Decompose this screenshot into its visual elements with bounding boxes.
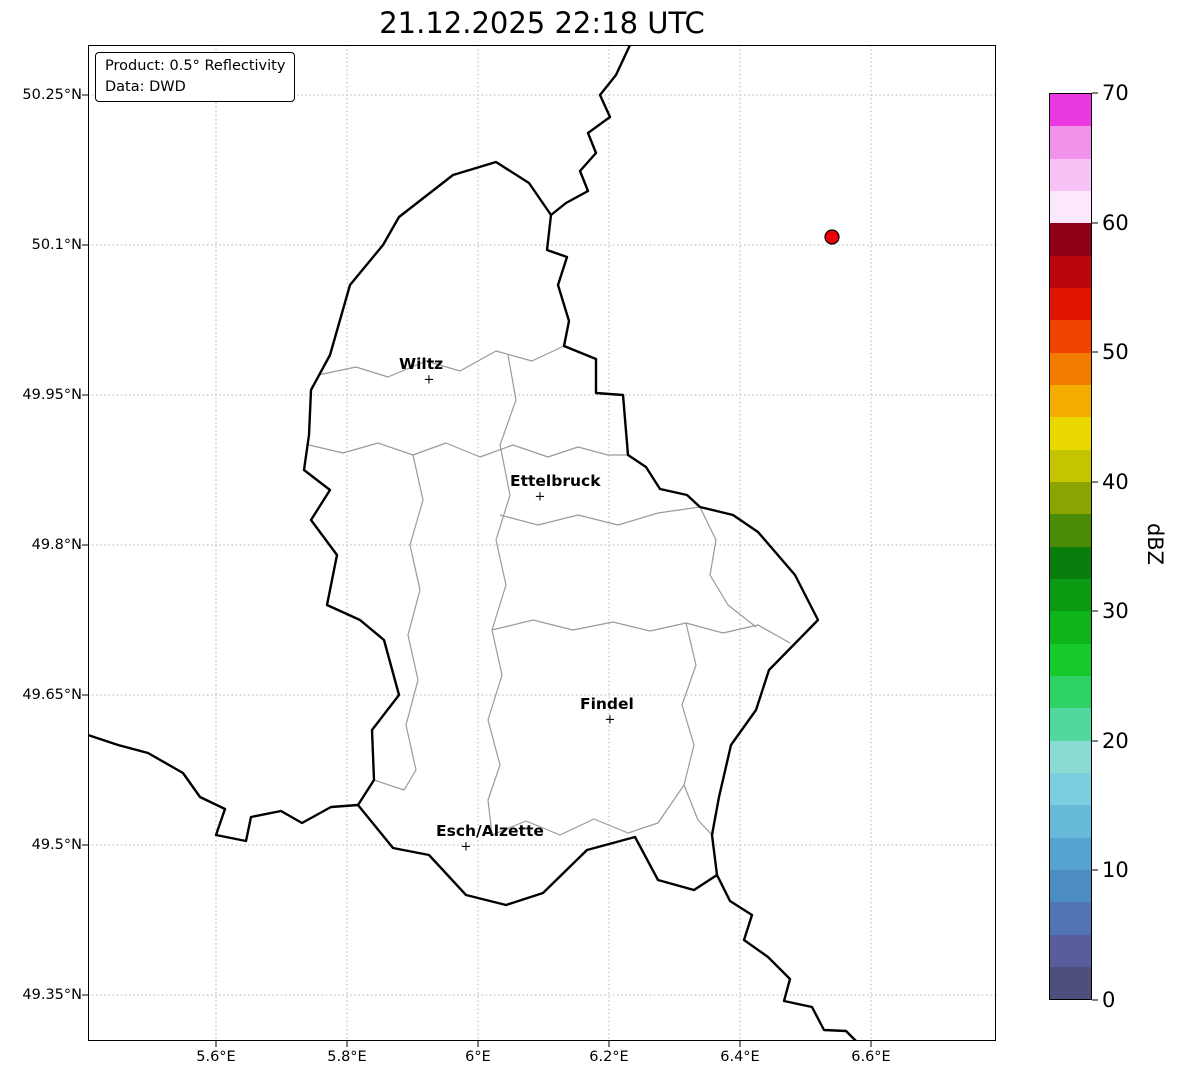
colorbar-segment bbox=[1050, 934, 1091, 967]
district-border-path bbox=[491, 784, 685, 836]
colorbar-tick-label: 30 bbox=[1102, 599, 1129, 623]
colorbar-segment bbox=[1050, 611, 1091, 644]
colorbar-segment bbox=[1050, 546, 1091, 579]
map-frame bbox=[88, 45, 996, 1041]
x-tick-label: 6.2°E bbox=[589, 1049, 629, 1065]
y-tick-label: 50.25°N bbox=[22, 87, 82, 103]
colorbar-tick-label: 10 bbox=[1102, 858, 1129, 882]
district-border-path bbox=[308, 442, 628, 458]
colorbar-swatches bbox=[1049, 93, 1092, 1000]
city-label: Wiltz bbox=[399, 355, 444, 373]
grid-lines bbox=[88, 45, 996, 1041]
y-tick-label: 49.95°N bbox=[22, 387, 82, 403]
city-marker-icon: + bbox=[460, 839, 472, 855]
figure-title: 21.12.2025 22:18 UTC bbox=[379, 6, 705, 40]
colorbar-tick-label: 60 bbox=[1102, 211, 1129, 235]
product-info-line2: Data: DWD bbox=[105, 79, 186, 96]
city-label: Ettelbruck bbox=[510, 472, 601, 490]
colorbar-segment bbox=[1050, 449, 1091, 482]
y-tick-label: 49.35°N bbox=[22, 987, 82, 1003]
y-tick-label: 49.65°N bbox=[22, 687, 82, 703]
country-borders bbox=[88, 45, 858, 1041]
colorbar-segment bbox=[1050, 352, 1091, 385]
district-border-path bbox=[491, 619, 791, 644]
colorbar-segment bbox=[1050, 417, 1091, 450]
colorbar-segment bbox=[1050, 158, 1091, 191]
district-border-path bbox=[373, 454, 424, 791]
colorbar-segment bbox=[1050, 481, 1091, 515]
district-border-path bbox=[699, 506, 757, 628]
colorbar-segment bbox=[1050, 223, 1091, 256]
x-tick-label: 6.6°E bbox=[851, 1049, 891, 1065]
colorbar-segment bbox=[1050, 126, 1091, 159]
colorbar-segment bbox=[1050, 94, 1091, 127]
x-tick-label: 5.8°E bbox=[327, 1049, 367, 1065]
colorbar-segment bbox=[1050, 287, 1091, 321]
city-marker-icon: + bbox=[534, 489, 546, 505]
radar-site-dot bbox=[824, 229, 840, 245]
city-marker-icon: + bbox=[423, 372, 435, 388]
colorbar-segment bbox=[1050, 578, 1091, 612]
x-tick-label: 5.6°E bbox=[196, 1049, 236, 1065]
axis-tick-marks bbox=[82, 94, 872, 1047]
luxembourg-border bbox=[302, 160, 820, 907]
district-border-path bbox=[317, 345, 565, 378]
colorbar-tick-label: 40 bbox=[1102, 470, 1129, 494]
colorbar-segment bbox=[1050, 320, 1091, 353]
france-belgium-border bbox=[88, 733, 360, 843]
colorbar-segment bbox=[1050, 966, 1091, 1000]
district-borders bbox=[308, 345, 791, 836]
colorbar-segment bbox=[1050, 384, 1091, 418]
city-label: Findel bbox=[580, 695, 634, 713]
colorbar-tick-label: 70 bbox=[1102, 81, 1129, 105]
city-marker-icon: + bbox=[604, 712, 616, 728]
x-tick-label: 6°E bbox=[465, 1049, 491, 1065]
colorbar-tick-marks bbox=[1092, 92, 1098, 1001]
y-tick-label: 49.8°N bbox=[31, 537, 82, 553]
colorbar-segment bbox=[1050, 255, 1091, 288]
district-border-path bbox=[487, 354, 517, 836]
colorbar-segment bbox=[1050, 837, 1091, 870]
product-info-line1: Product: 0.5° Reflectivity bbox=[105, 58, 286, 74]
y-tick-label: 49.5°N bbox=[31, 837, 82, 853]
colorbar-segment bbox=[1050, 675, 1091, 709]
france-germany-border bbox=[715, 873, 858, 1041]
colorbar-segment bbox=[1050, 708, 1091, 741]
colorbar-segment bbox=[1050, 643, 1091, 676]
colorbar-tick-label: 0 bbox=[1102, 988, 1116, 1012]
colorbar-segment bbox=[1050, 869, 1091, 903]
colorbar-segment bbox=[1050, 902, 1091, 935]
city-label: Esch/Alzette bbox=[436, 822, 544, 840]
colorbar-tick-label: 20 bbox=[1102, 729, 1129, 753]
colorbar-unit-label: dBZ bbox=[1143, 522, 1168, 566]
district-border-path bbox=[499, 506, 701, 526]
colorbar-segment bbox=[1050, 805, 1091, 838]
belgium-germany-border bbox=[549, 45, 632, 217]
colorbar-segment bbox=[1050, 190, 1091, 224]
district-border-path bbox=[681, 622, 713, 836]
colorbar-segment bbox=[1050, 772, 1091, 806]
x-tick-label: 6.4°E bbox=[720, 1049, 760, 1065]
colorbar-segment bbox=[1050, 740, 1091, 773]
product-info-box: Product: 0.5° Reflectivity Data: DWD bbox=[95, 52, 296, 103]
colorbar-tick-label: 50 bbox=[1102, 340, 1129, 364]
y-tick-label: 50.1°N bbox=[31, 237, 82, 253]
colorbar-segment bbox=[1050, 514, 1091, 547]
